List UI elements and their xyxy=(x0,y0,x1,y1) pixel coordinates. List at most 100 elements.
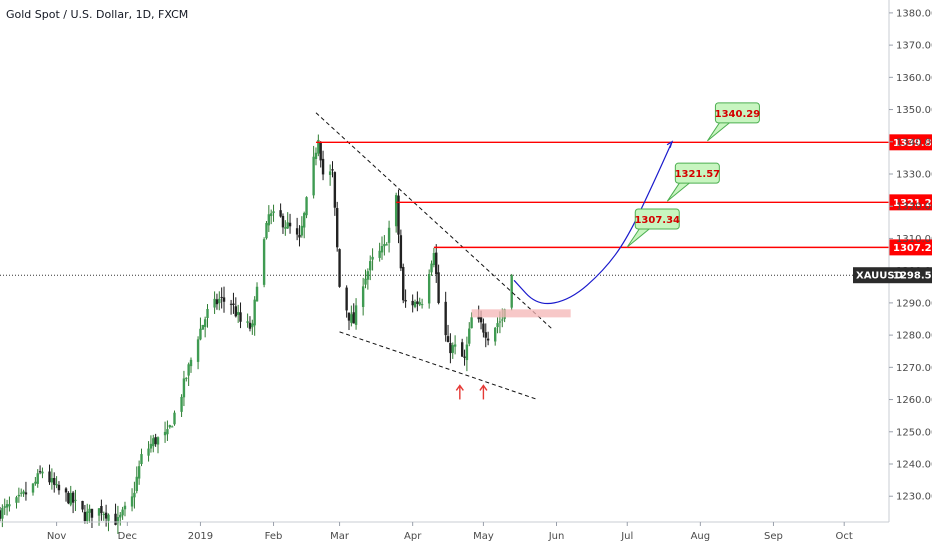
candle-body xyxy=(265,223,268,239)
wedge-trendline xyxy=(315,112,553,330)
candle-body xyxy=(107,514,110,521)
candle-body xyxy=(444,301,447,336)
candle-body xyxy=(336,208,339,248)
support-zone-box xyxy=(471,309,571,318)
candle-body xyxy=(116,517,120,524)
candle-body xyxy=(387,227,391,243)
candle-body xyxy=(404,300,407,302)
candle-body xyxy=(350,314,353,323)
candle-body xyxy=(253,299,256,326)
candle-body xyxy=(232,303,235,306)
candle-body xyxy=(465,344,469,361)
y-tick-label: 1320.00 xyxy=(896,202,932,213)
candle-body xyxy=(286,222,289,229)
y-tick-label: 1290.00 xyxy=(896,298,932,309)
callout-pointer xyxy=(707,122,730,142)
callout-pointer xyxy=(626,228,650,248)
candle-body xyxy=(482,323,485,333)
candle-body xyxy=(333,172,337,208)
candle-body xyxy=(36,473,39,484)
candle-body xyxy=(0,510,2,519)
candle-body xyxy=(498,321,502,323)
y-tick-label: 1230.00 xyxy=(896,492,932,503)
candle-body xyxy=(8,504,11,507)
candle-body xyxy=(484,332,487,338)
y-tick-label: 1250.00 xyxy=(896,427,932,438)
candle-body xyxy=(154,437,157,445)
candle-body xyxy=(196,339,200,362)
candle-body xyxy=(317,139,320,154)
candle-body xyxy=(281,215,285,228)
candle-body xyxy=(399,235,403,269)
candle-body xyxy=(378,250,381,258)
candle-body xyxy=(430,263,433,273)
candle-body xyxy=(352,312,355,324)
candle-body xyxy=(20,492,23,494)
candle-body xyxy=(234,306,238,317)
candle-body xyxy=(86,511,89,522)
y-tick-label: 1380.00 xyxy=(896,8,932,19)
y-tick-label: 1270.00 xyxy=(896,363,932,374)
x-tick-label: Jun xyxy=(548,531,565,542)
candle-body xyxy=(331,169,334,171)
candle-body xyxy=(371,256,374,260)
candle-body xyxy=(246,321,249,323)
x-tick-label: Feb xyxy=(265,531,283,542)
candle-body xyxy=(114,513,117,525)
x-tick-label: Dec xyxy=(118,531,137,542)
candle-body xyxy=(420,304,424,306)
candle-body xyxy=(57,484,61,491)
candle-body xyxy=(55,484,58,486)
candle-body xyxy=(53,478,56,485)
candle-body xyxy=(385,244,388,246)
candle-body xyxy=(510,275,513,308)
candle-body xyxy=(321,158,325,175)
x-tick-label: May xyxy=(473,531,494,542)
candle-body xyxy=(416,301,419,304)
candle-body xyxy=(102,513,105,515)
candle-body xyxy=(437,272,440,303)
callout-box xyxy=(714,102,760,124)
arrow-markers xyxy=(455,384,488,400)
candle-body xyxy=(147,448,150,456)
candle-body xyxy=(319,142,322,161)
projection-arrowhead xyxy=(666,140,674,148)
candle-body xyxy=(383,244,386,247)
candle-body xyxy=(248,322,252,329)
candle-body xyxy=(215,299,219,305)
y-tick-label: 1280.00 xyxy=(896,331,932,342)
level-tag xyxy=(889,239,932,256)
y-tick-label: 1370.00 xyxy=(896,41,932,52)
candle-body xyxy=(364,278,367,285)
candle-body xyxy=(74,499,77,501)
candle-body xyxy=(262,239,266,285)
candle-body xyxy=(222,297,226,302)
candle-body xyxy=(22,491,25,494)
y-tick-label: 1360.00 xyxy=(896,73,932,84)
candle-body xyxy=(369,261,372,271)
candle-body xyxy=(361,286,365,307)
candle-body xyxy=(496,323,499,328)
candle-body xyxy=(354,305,358,325)
level-tag xyxy=(889,194,932,211)
candle-body xyxy=(38,471,42,473)
trendlines xyxy=(315,112,553,401)
up-arrow-head xyxy=(479,384,488,391)
x-tick-label: 2019 xyxy=(188,531,213,542)
callout-label: 1321.57 xyxy=(675,169,721,180)
candle-body xyxy=(435,252,438,275)
candle-body xyxy=(328,171,332,175)
level-label: 1307.23 xyxy=(893,243,932,254)
y-tick-label: 1330.00 xyxy=(896,170,932,181)
candle-body xyxy=(41,471,44,474)
candle-body xyxy=(97,508,101,516)
candle-body xyxy=(206,308,209,319)
candle-body xyxy=(203,319,207,327)
wedge-trendline xyxy=(339,331,538,401)
candle-body xyxy=(135,476,138,492)
candle-body xyxy=(3,506,6,508)
candle-body xyxy=(460,342,464,357)
candle-body xyxy=(347,312,351,321)
candle-body xyxy=(152,438,155,447)
